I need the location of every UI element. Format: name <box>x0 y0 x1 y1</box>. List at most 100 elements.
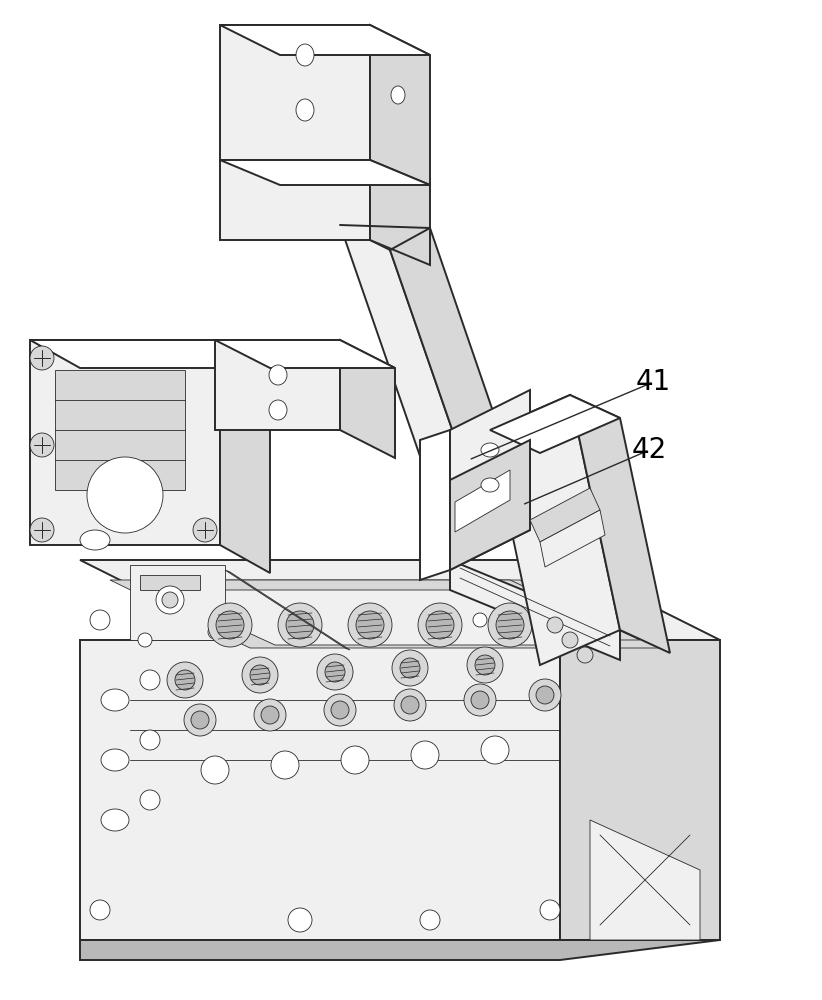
Polygon shape <box>220 340 270 573</box>
Circle shape <box>278 603 322 647</box>
Polygon shape <box>30 340 270 368</box>
Circle shape <box>191 711 209 729</box>
Polygon shape <box>220 25 370 160</box>
Circle shape <box>283 621 297 635</box>
Circle shape <box>356 611 384 639</box>
Circle shape <box>392 650 428 686</box>
Circle shape <box>261 706 279 724</box>
Circle shape <box>540 620 560 640</box>
Circle shape <box>208 603 252 647</box>
Circle shape <box>216 611 244 639</box>
Circle shape <box>341 746 369 774</box>
Circle shape <box>254 699 286 731</box>
Circle shape <box>420 910 440 930</box>
Polygon shape <box>420 430 450 580</box>
Circle shape <box>193 518 217 542</box>
Polygon shape <box>540 510 605 567</box>
Polygon shape <box>225 570 350 650</box>
Circle shape <box>167 662 203 698</box>
Polygon shape <box>80 640 560 940</box>
Circle shape <box>286 611 314 639</box>
Polygon shape <box>55 370 185 490</box>
Polygon shape <box>220 25 430 55</box>
Circle shape <box>467 647 503 683</box>
Polygon shape <box>450 390 530 570</box>
Polygon shape <box>560 640 720 940</box>
Circle shape <box>475 655 495 675</box>
Circle shape <box>162 592 178 608</box>
Circle shape <box>400 658 420 678</box>
Circle shape <box>175 670 195 690</box>
Circle shape <box>496 611 524 639</box>
Circle shape <box>411 741 439 769</box>
Polygon shape <box>140 580 640 640</box>
Polygon shape <box>110 580 660 648</box>
Circle shape <box>156 586 184 614</box>
Polygon shape <box>490 395 620 665</box>
Circle shape <box>138 633 152 647</box>
Circle shape <box>324 694 356 726</box>
Ellipse shape <box>269 365 287 385</box>
Circle shape <box>488 603 532 647</box>
Circle shape <box>577 647 593 663</box>
Polygon shape <box>155 590 610 645</box>
Polygon shape <box>80 940 720 960</box>
Ellipse shape <box>101 749 129 771</box>
Ellipse shape <box>296 44 314 66</box>
Circle shape <box>394 689 426 721</box>
Polygon shape <box>450 440 530 570</box>
Circle shape <box>464 684 496 716</box>
Polygon shape <box>340 340 395 458</box>
Ellipse shape <box>80 530 110 550</box>
Polygon shape <box>215 340 395 368</box>
Circle shape <box>317 654 353 690</box>
Circle shape <box>426 611 454 639</box>
Circle shape <box>418 603 462 647</box>
Circle shape <box>30 346 54 370</box>
Polygon shape <box>370 160 430 265</box>
Circle shape <box>536 686 554 704</box>
Polygon shape <box>220 160 370 240</box>
Ellipse shape <box>391 86 405 104</box>
Ellipse shape <box>101 689 129 711</box>
Polygon shape <box>450 560 620 660</box>
Circle shape <box>90 610 110 630</box>
Polygon shape <box>370 25 430 185</box>
Polygon shape <box>570 395 670 653</box>
Circle shape <box>242 657 278 693</box>
Circle shape <box>87 457 163 533</box>
Circle shape <box>348 603 392 647</box>
Circle shape <box>325 662 345 682</box>
Ellipse shape <box>481 478 499 492</box>
Polygon shape <box>490 395 620 453</box>
Circle shape <box>471 691 489 709</box>
Circle shape <box>140 790 160 810</box>
Polygon shape <box>530 488 600 542</box>
Circle shape <box>140 730 160 750</box>
Circle shape <box>562 632 578 648</box>
Circle shape <box>271 751 299 779</box>
Polygon shape <box>30 340 220 545</box>
Polygon shape <box>455 470 510 532</box>
Circle shape <box>547 617 563 633</box>
Polygon shape <box>390 228 520 510</box>
Circle shape <box>140 670 160 690</box>
Text: 41: 41 <box>636 368 671 396</box>
Circle shape <box>529 679 561 711</box>
Circle shape <box>30 518 54 542</box>
Polygon shape <box>140 575 200 590</box>
Polygon shape <box>215 340 340 430</box>
Ellipse shape <box>101 809 129 831</box>
Ellipse shape <box>481 443 499 457</box>
Circle shape <box>481 736 509 764</box>
Polygon shape <box>220 160 430 185</box>
Polygon shape <box>80 560 720 640</box>
Circle shape <box>184 704 216 736</box>
Ellipse shape <box>269 400 287 420</box>
Circle shape <box>250 665 270 685</box>
Circle shape <box>331 701 349 719</box>
Polygon shape <box>130 565 225 640</box>
Circle shape <box>473 613 487 627</box>
Circle shape <box>401 696 419 714</box>
Polygon shape <box>340 225 480 510</box>
